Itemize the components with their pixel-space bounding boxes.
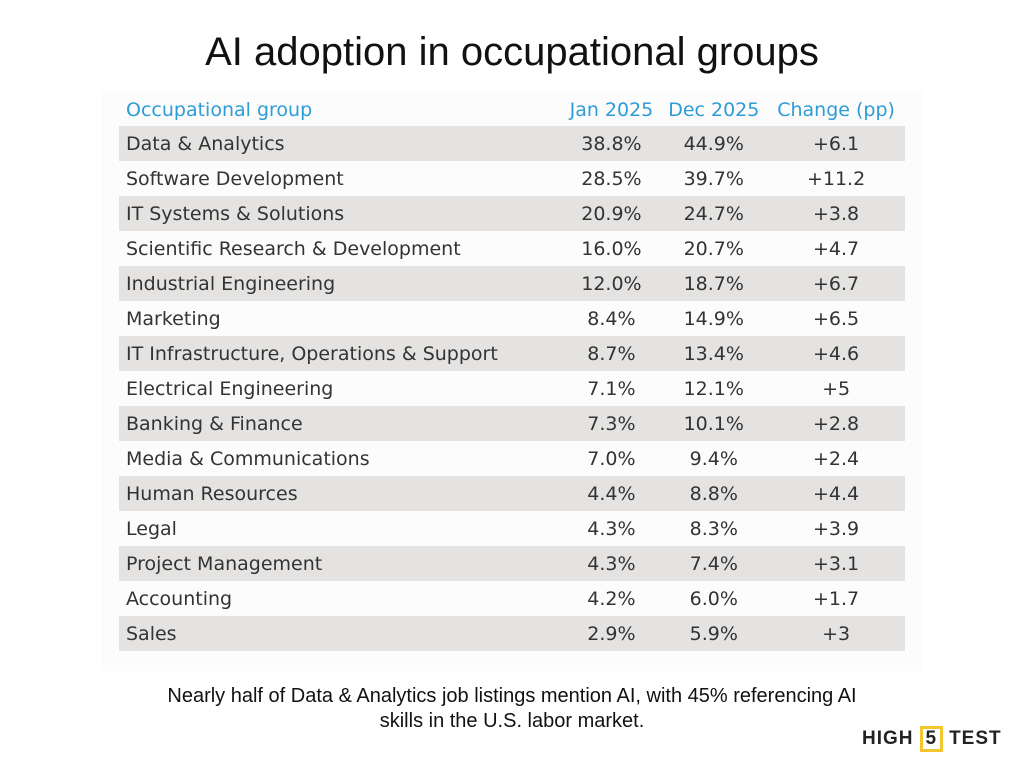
group-cell: Legal <box>126 517 177 540</box>
table-row: Electrical Engineering 7.1% 12.1% +5 <box>119 371 905 406</box>
logo-text: TEST <box>949 728 1002 749</box>
dec-2025-cell: 44.9% <box>660 126 768 161</box>
change-cell: +11.2 <box>806 167 866 190</box>
page-title: AI adoption in occupational groups <box>205 30 819 74</box>
change-cell: +6.1 <box>767 126 905 161</box>
dec-2025-cell: 39.7% <box>683 167 744 190</box>
jan-2025-cell: 7.3% <box>562 406 661 441</box>
change-cell: +2.4 <box>813 447 860 470</box>
column-header: Jan 2025 <box>569 98 654 121</box>
dec-2025-cell: 10.1% <box>660 406 768 441</box>
group-cell: IT Infrastructure, Operations & Support <box>119 336 563 371</box>
caption-line: skills in the U.S. labor market. <box>379 710 645 732</box>
group-cell: Scientific Research & Development <box>126 237 461 260</box>
change-cell: +4.4 <box>767 476 905 511</box>
dec-2025-cell: 13.4% <box>660 336 768 371</box>
jan-2025-cell: 2.9% <box>562 616 661 651</box>
jan-2025-cell: 7.0% <box>587 447 636 470</box>
dec-2025-cell: 8.3% <box>689 517 738 540</box>
dec-2025-cell: 8.8% <box>660 476 768 511</box>
jan-2025-cell: 4.3% <box>587 517 636 540</box>
table-row: Human Resources 4.4% 8.8% +4.4 <box>119 476 905 511</box>
dec-2025-cell: 7.4% <box>660 546 768 581</box>
logo-five-box: 5 <box>919 726 944 752</box>
table-row: Accounting 4.2% 6.0% +1.7 <box>119 581 905 616</box>
caption-line: Nearly half of Data & Analytics job list… <box>167 685 857 707</box>
adoption-table: Occupational group Jan 2025 Dec 2025 Cha… <box>119 93 905 651</box>
change-cell: +4.6 <box>767 336 905 371</box>
dec-2025-cell: 6.0% <box>689 587 738 610</box>
table-row: Data & Analytics 38.8% 44.9% +6.1 <box>119 126 905 161</box>
group-cell: Banking & Finance <box>119 406 563 441</box>
jan-2025-cell: 20.9% <box>562 196 661 231</box>
column-header: Change (pp) <box>777 98 895 121</box>
group-cell: Electrical Engineering <box>126 377 334 400</box>
change-cell: +2.8 <box>767 406 905 441</box>
caption: Nearly half of Data & Analytics job list… <box>0 684 1024 734</box>
change-cell: +5 <box>822 377 851 400</box>
change-cell: +6.7 <box>767 266 905 301</box>
group-cell: Accounting <box>126 587 233 610</box>
logo-text: HIGH <box>862 728 914 749</box>
table-row: Project Management 4.3% 7.4% +3.1 <box>119 546 905 581</box>
change-cell: +3.9 <box>813 517 860 540</box>
high5test-logo: HIGH 5 TEST <box>862 726 1002 752</box>
group-cell: Software Development <box>126 167 344 190</box>
group-cell: Marketing <box>126 307 221 330</box>
dec-2025-cell: 5.9% <box>660 616 768 651</box>
group-cell: Industrial Engineering <box>119 266 563 301</box>
jan-2025-cell: 8.4% <box>587 307 636 330</box>
jan-2025-cell: 7.1% <box>587 377 636 400</box>
dec-2025-cell: 24.7% <box>660 196 768 231</box>
jan-2025-cell: 38.8% <box>562 126 661 161</box>
table-header-row: Occupational group Jan 2025 Dec 2025 Cha… <box>119 93 905 126</box>
change-cell: +3.1 <box>767 546 905 581</box>
jan-2025-cell: 12.0% <box>562 266 661 301</box>
dec-2025-cell: 12.1% <box>683 377 744 400</box>
jan-2025-cell: 4.3% <box>562 546 661 581</box>
group-cell: IT Systems & Solutions <box>119 196 563 231</box>
table-row: Banking & Finance 7.3% 10.1% +2.8 <box>119 406 905 441</box>
dec-2025-cell: 18.7% <box>660 266 768 301</box>
jan-2025-cell: 4.4% <box>562 476 661 511</box>
table-row: Media & Communications 7.0% 9.4% +2.4 <box>119 441 905 476</box>
dec-2025-cell: 20.7% <box>683 237 744 260</box>
jan-2025-cell: 16.0% <box>581 237 642 260</box>
table-row: Scientific Research & Development 16.0% 20… <box>119 231 905 266</box>
jan-2025-cell: 8.7% <box>562 336 661 371</box>
change-cell: +1.7 <box>813 587 860 610</box>
jan-2025-cell: 4.2% <box>587 587 636 610</box>
group-cell: Human Resources <box>119 476 563 511</box>
group-cell: Media & Communications <box>126 447 370 470</box>
dec-2025-cell: 14.9% <box>683 307 744 330</box>
table-row: Software Development 28.5% 39.7% +11.2 <box>119 161 905 196</box>
table-row: Legal 4.3% 8.3% +3.9 <box>119 511 905 546</box>
table-row: IT Infrastructure, Operations & Support 8… <box>119 336 905 371</box>
group-cell: Sales <box>119 616 563 651</box>
table-row: IT Systems & Solutions 20.9% 24.7% +3.8 <box>119 196 905 231</box>
table-row: Industrial Engineering 12.0% 18.7% +6.7 <box>119 266 905 301</box>
jan-2025-cell: 28.5% <box>581 167 642 190</box>
group-cell: Project Management <box>119 546 563 581</box>
dec-2025-cell: 9.4% <box>689 447 738 470</box>
table-row: Marketing 8.4% 14.9% +6.5 <box>119 301 905 336</box>
change-cell: +4.7 <box>813 237 860 260</box>
column-header: Occupational group <box>126 98 313 121</box>
group-cell: Data & Analytics <box>119 126 563 161</box>
table-row: Sales 2.9% 5.9% +3 <box>119 616 905 651</box>
change-cell: +6.5 <box>813 307 860 330</box>
change-cell: +3 <box>767 616 905 651</box>
column-header: Dec 2025 <box>668 98 760 121</box>
change-cell: +3.8 <box>767 196 905 231</box>
